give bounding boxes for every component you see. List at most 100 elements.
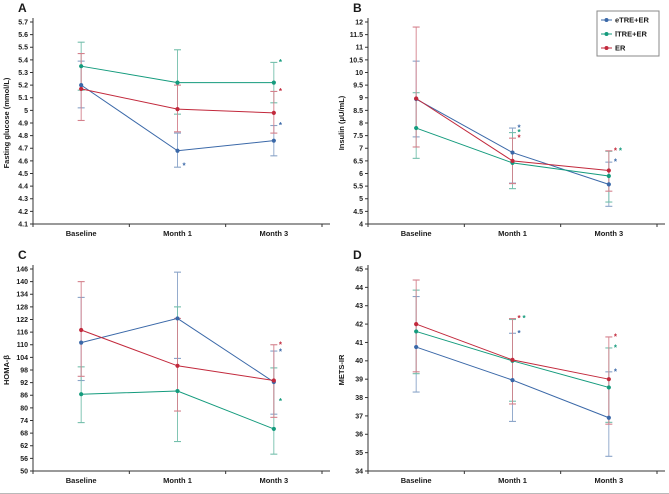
x-tick-label: Baseline xyxy=(66,476,97,485)
data-point xyxy=(79,86,84,92)
legend: eTRE+ER lTRE+ER ER xyxy=(596,10,660,57)
panel-c-homa-beta: C 50 56 62 68 74 80 86 92 98 104 110 116 122 128 134 14… xyxy=(0,247,334,493)
x-tick-label: Month 1 xyxy=(498,229,527,238)
data-point xyxy=(414,329,419,334)
data-point xyxy=(79,64,84,69)
panel-label-c: C xyxy=(18,248,27,262)
axes: 4 4.5 5 5.5 6 6.5 7 7.5 8 8.5 9 9.5 10 10.5 11 11.5 12 Ba… xyxy=(337,18,665,238)
significance-asterisk: * xyxy=(518,128,522,137)
data-point xyxy=(79,392,84,397)
svg-text:8.5: 8.5 xyxy=(353,108,363,115)
svg-text:43: 43 xyxy=(355,303,363,310)
svg-text:4.3: 4.3 xyxy=(18,196,28,203)
data-point xyxy=(175,107,180,112)
data-point xyxy=(606,173,611,179)
svg-text:38: 38 xyxy=(355,395,363,402)
data-point xyxy=(175,388,180,394)
svg-text:68: 68 xyxy=(20,431,28,438)
svg-text:50: 50 xyxy=(20,468,28,475)
chart-a-canvas: 4.1 4.2 4.3 4.4 4.5 4.6 4.7 4.8 4.9 5 5.1 5.2 5.3 5.4… xyxy=(2,18,330,238)
data-point xyxy=(510,150,515,155)
svg-text:40: 40 xyxy=(355,358,363,365)
svg-text:140: 140 xyxy=(16,279,28,286)
significance-asterisk: * xyxy=(518,314,522,323)
panel-b-insulin: B 4 4.5 5 5.5 6 6.5 7 7.5 8 8.5 9 9.5 10 10.5 11 11.5 12… xyxy=(335,0,669,246)
svg-text:5.5: 5.5 xyxy=(353,184,363,191)
svg-text:12: 12 xyxy=(355,19,363,26)
data-point xyxy=(271,80,276,85)
significance-asterisk: * xyxy=(614,158,618,167)
panel-label-d: D xyxy=(353,248,362,262)
significance-asterisk: * xyxy=(614,146,618,155)
x-tick-label: Baseline xyxy=(401,229,432,238)
svg-text:44: 44 xyxy=(355,285,363,292)
svg-text:41: 41 xyxy=(355,340,363,347)
panel-d-mets-ir: D 34 35 36 37 38 39 40 41 42 43 44 45 Baseline Month … xyxy=(335,247,669,493)
svg-text:104: 104 xyxy=(16,355,28,362)
svg-text:5.3: 5.3 xyxy=(18,70,28,77)
svg-text:5.4: 5.4 xyxy=(18,57,28,64)
series-ER xyxy=(79,86,276,115)
data-point xyxy=(510,158,515,163)
svg-text:134: 134 xyxy=(16,292,28,299)
svg-text:4.7: 4.7 xyxy=(18,146,28,153)
svg-text:4.2: 4.2 xyxy=(18,209,28,216)
x-tick-label: Month 1 xyxy=(163,476,192,485)
svg-text:10: 10 xyxy=(355,70,363,77)
x-tick-label: Baseline xyxy=(401,476,432,485)
svg-text:35: 35 xyxy=(355,450,363,457)
svg-text:5: 5 xyxy=(359,196,363,203)
svg-text:122: 122 xyxy=(16,317,28,324)
data-point xyxy=(606,415,611,420)
data-point xyxy=(175,80,180,85)
svg-text:7: 7 xyxy=(359,146,363,153)
chart-d-canvas: 34 35 36 37 38 39 40 41 42 43 44 45 Baseline Month 1 M… xyxy=(337,265,665,485)
legend-marker xyxy=(604,32,609,36)
svg-text:4.9: 4.9 xyxy=(18,120,28,127)
svg-text:80: 80 xyxy=(20,405,28,412)
x-tick-label: Month 3 xyxy=(594,476,623,485)
data-point xyxy=(606,182,611,187)
svg-text:5: 5 xyxy=(24,108,28,115)
legend-marker xyxy=(604,46,609,50)
x-tick-label: Month 1 xyxy=(163,229,192,238)
x-tick-label: Baseline xyxy=(66,229,97,238)
svg-text:45: 45 xyxy=(355,266,363,273)
data-point xyxy=(79,327,84,333)
axes: 34 35 36 37 38 39 40 41 42 43 44 45 Baseline Month 1 M… xyxy=(337,265,665,485)
data-point xyxy=(414,321,419,327)
svg-text:5.1: 5.1 xyxy=(18,95,28,102)
data-point xyxy=(510,357,515,362)
legend-label: eTRE+ER xyxy=(615,16,650,25)
legend-marker xyxy=(604,18,609,22)
significance-asterisk: * xyxy=(523,314,527,323)
svg-text:56: 56 xyxy=(20,456,28,463)
svg-text:4.4: 4.4 xyxy=(18,184,28,191)
data-point xyxy=(510,378,515,383)
svg-text:7.5: 7.5 xyxy=(353,133,363,140)
data-point xyxy=(271,378,276,383)
series-eTRE+ER xyxy=(79,83,276,153)
data-point xyxy=(79,340,84,345)
data-point xyxy=(606,168,611,173)
svg-text:11.5: 11.5 xyxy=(350,32,363,39)
significance-asterisk: * xyxy=(518,134,522,143)
svg-text:5.5: 5.5 xyxy=(18,45,28,52)
significance-asterisk: * xyxy=(518,329,522,338)
data-point xyxy=(175,316,180,321)
data-point xyxy=(606,385,611,390)
svg-text:4.1: 4.1 xyxy=(18,221,28,228)
panel-a-fasting-glucose: A 4.1 4.2 4.3 4.4 4.5 4.6 4.7 4.8 4.9 5 5.1 5.2 5.3 5… xyxy=(0,0,334,246)
significance-asterisk: * xyxy=(183,161,187,170)
svg-text:146: 146 xyxy=(16,266,28,273)
significance-asterisk: * xyxy=(614,343,618,352)
svg-text:128: 128 xyxy=(16,304,28,311)
svg-text:62: 62 xyxy=(20,443,28,450)
svg-text:8: 8 xyxy=(359,120,363,127)
legend-label: lTRE+ER xyxy=(615,30,647,39)
svg-text:37: 37 xyxy=(355,413,363,420)
y-axis-title: HOMA-β xyxy=(2,355,11,385)
y-axis-title: METS-IR xyxy=(337,354,346,385)
x-tick-label: Month 3 xyxy=(259,476,288,485)
